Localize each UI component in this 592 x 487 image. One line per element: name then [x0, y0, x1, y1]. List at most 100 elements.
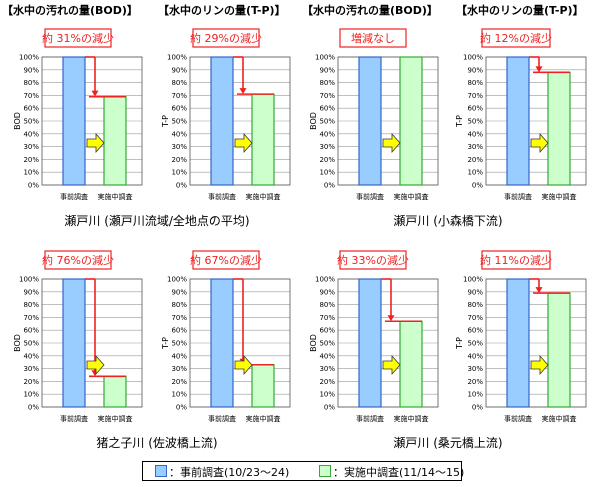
y-tick-label: 10% [467, 391, 483, 399]
bar-before [62, 278, 86, 408]
annotation-text: 約 12%の減少 [480, 31, 552, 45]
y-axis-label: T-P [161, 115, 170, 128]
y-tick-label: 100% [19, 276, 39, 284]
bar-before [358, 278, 382, 408]
bar-before [210, 56, 234, 186]
y-tick-label: 30% [319, 143, 335, 151]
chart-header-2: 【水中のリンの量(T-P)】 [158, 4, 286, 17]
annotation-text: 約 31%の減少 [42, 31, 114, 45]
y-tick-label: 0% [472, 404, 483, 412]
y-tick-label: 100% [315, 54, 335, 62]
y-tick-label: 60% [319, 327, 335, 335]
y-tick-label: 30% [23, 365, 39, 373]
y-tick-label: 0% [176, 404, 187, 412]
annotation-text: 約 33%の減少 [337, 253, 409, 267]
bar-before [210, 278, 234, 408]
x-category-label: 実施中調査 [542, 192, 577, 201]
chart-3: 増減なし 0% 10% 20% 30% 40% 50% 60% 70% 80% 90% 100% BOD… [309, 28, 439, 201]
y-tick-label: 20% [171, 156, 187, 164]
y-tick-label: 80% [467, 79, 483, 87]
y-axis-label: T-P [455, 115, 464, 128]
y-tick-label: 0% [28, 182, 39, 190]
y-tick-label: 80% [171, 79, 187, 87]
chart-7: 約 33%の減少 0% 10% 20% 30% 40% 50% 60% 70% 80% 90% 100… [309, 250, 439, 423]
y-tick-label: 40% [171, 130, 187, 138]
legend-label-before: ：事前調査(10/23～24) [169, 466, 290, 479]
y-tick-label: 50% [467, 118, 483, 126]
transition-arrow [86, 354, 105, 376]
bar-after [547, 292, 571, 408]
annotation-box [339, 28, 407, 48]
y-tick-label: 80% [467, 301, 483, 309]
y-tick-label: 70% [23, 314, 39, 322]
y-tick-label: 60% [23, 327, 39, 335]
x-category-label: 実施中調査 [394, 414, 429, 423]
y-tick-label: 60% [319, 105, 335, 113]
y-tick-label: 90% [319, 66, 335, 74]
bar-before [506, 278, 530, 408]
y-tick-label: 60% [171, 105, 187, 113]
y-tick-label: 100% [463, 54, 483, 62]
x-category-label: 事前調査 [208, 192, 236, 201]
legend-swatch-after [319, 465, 331, 477]
x-category-label: 実施中調査 [246, 192, 281, 201]
y-tick-label: 40% [319, 130, 335, 138]
x-category-label: 実施中調査 [98, 192, 133, 201]
annotation-box [44, 250, 112, 270]
y-tick-label: 90% [319, 288, 335, 296]
y-tick-label: 0% [472, 182, 483, 190]
y-tick-label: 20% [467, 156, 483, 164]
y-tick-label: 60% [467, 105, 483, 113]
caption-setogawa-average: 瀬戸川 (瀬戸川流域/全地点の平均) [64, 214, 250, 228]
y-tick-label: 10% [23, 169, 39, 177]
chart-1: 約 31%の減少 0% 10% 20% 30% 40% 50% 60% 70% 80% 90% 100… [13, 28, 143, 201]
y-tick-label: 70% [467, 314, 483, 322]
reduction-arrow-head [535, 66, 543, 73]
annotation-box [192, 28, 260, 48]
x-category-label: 実施中調査 [246, 414, 281, 423]
annotation-text: 増減なし [351, 31, 395, 45]
y-tick-label: 40% [171, 352, 187, 360]
x-category-label: 事前調査 [504, 414, 532, 423]
y-tick-label: 10% [23, 391, 39, 399]
x-category-label: 事前調査 [60, 192, 88, 201]
y-tick-label: 10% [171, 169, 187, 177]
y-tick-label: 90% [467, 66, 483, 74]
y-tick-label: 40% [467, 352, 483, 360]
transition-arrow [234, 132, 253, 154]
y-tick-label: 20% [319, 156, 335, 164]
legend: ：事前調査(10/23～24) ：実施中調査(11/14～15) [142, 461, 464, 481]
y-tick-label: 70% [23, 92, 39, 100]
y-tick-label: 20% [319, 378, 335, 386]
reduction-arrow-head [387, 315, 395, 322]
x-category-label: 事前調査 [356, 414, 384, 423]
y-tick-label: 30% [23, 143, 39, 151]
y-tick-label: 80% [319, 79, 335, 87]
y-tick-label: 50% [171, 340, 187, 348]
y-tick-label: 30% [171, 365, 187, 373]
caption-inokogawa-sabashi: 猪之子川 (佐波橋上流) [96, 436, 218, 450]
y-tick-label: 50% [319, 340, 335, 348]
y-tick-label: 80% [23, 301, 39, 309]
chart-6: 約 67%の減少 0% 10% 20% 30% 40% 50% 60% 70% 80% 90% 100… [161, 250, 291, 423]
y-tick-label: 100% [463, 276, 483, 284]
y-tick-label: 40% [467, 130, 483, 138]
transition-arrow [234, 354, 253, 376]
bar-after [103, 96, 127, 186]
y-tick-label: 80% [171, 301, 187, 309]
caption-setogawa-komoribashi: 瀬戸川 (小森橋下流) [393, 214, 503, 228]
y-tick-label: 70% [171, 314, 187, 322]
y-axis-label: T-P [161, 337, 170, 350]
chart-5: 約 76%の減少 0% 10% 20% 30% 40% 50% 60% 70% 80% 90% 100… [13, 250, 143, 423]
y-tick-label: 90% [467, 288, 483, 296]
reduction-arrow-head [239, 88, 247, 95]
bar-before [358, 56, 382, 186]
chart-header-3: 【水中の汚れの量(BOD)】 [302, 4, 438, 17]
bar-after [103, 375, 127, 408]
y-tick-label: 90% [23, 288, 39, 296]
annotation-box [44, 28, 112, 48]
y-tick-label: 90% [171, 288, 187, 296]
y-tick-label: 50% [23, 118, 39, 126]
y-tick-label: 100% [167, 276, 187, 284]
